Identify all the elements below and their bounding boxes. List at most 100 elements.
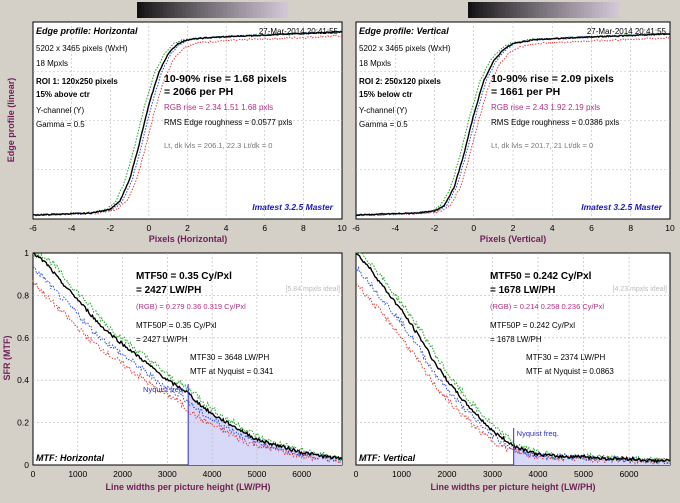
gray-patch [257,2,262,18]
x-tick-label: 4000 [203,469,222,479]
x-tick-label: 4000 [529,469,548,479]
gray-patch [535,2,540,18]
gray-patch [558,2,563,18]
gray-patch [242,2,247,18]
per-ph: = 1661 per PH [491,86,560,98]
gray-patch [155,2,161,18]
rgb-rise: RGB rise = 2.34 1.51 1.68 pxls [164,103,273,112]
mtf-nyquist: MTF at Nyquist = 0.0863 [526,367,614,376]
above-nyquist-shade [188,392,342,465]
x-tick-label: 6000 [620,469,639,479]
gray-patch [245,2,251,18]
mtf50p-lwph: = 1678 LW/PH [490,335,542,344]
gray-patch [182,2,187,18]
x-tick-label: 0 [147,223,152,233]
rms-roughness: RMS Edge roughness = 0.0386 pxls [491,118,619,127]
mtf-panel-vertical: Nyquist freq. MTF: Vertical MTF50 = 0.24… [354,252,671,492]
gray-patch [234,2,239,18]
gray-patch [614,2,619,18]
gray-patch [595,2,600,18]
roi-size: ROI 2: 250x120 pixels [359,77,441,86]
x-tick-label: -6 [29,223,37,233]
gray-patch [610,2,615,18]
edge-datetime: 27-Mar-2014 20:41:55 [587,27,667,36]
gray-patch [272,2,277,18]
x-tick-label: 5000 [247,469,266,479]
nyquist-label: Nyquist freq. [517,429,559,438]
x-tick-label: 4 [550,223,555,233]
x-tick-label: 0 [354,469,359,479]
gray-patch [475,2,480,18]
gray-patch [494,2,499,18]
mtf-curve-green [32,252,343,462]
x-tick-labels: 0 1000 2000 3000 4000 5000 6000 [31,469,312,479]
gray-patch [253,2,258,18]
mtf50-lwph: = 1678 LW/PH [490,285,555,296]
rms-roughness: RMS Edge roughness = 0.0577 pxls [164,118,292,127]
mtf30: MTF30 = 3648 LW/PH [190,353,269,362]
mtf-title: MTF: Vertical [359,453,416,463]
edge-curve-red [355,36,671,217]
x-axis-label: Pixels (Vertical) [480,234,547,244]
y-tick-labels: 1 0.8 0.6 0.4 0.2 0 [17,248,29,470]
gray-patch [212,2,217,18]
gray-patch [174,2,179,18]
x-tick-label: 1000 [392,469,411,479]
gray-patch [223,2,228,18]
gray-patch [193,2,198,18]
mtf50: MTF50 = 0.35 Cy/Pxl [136,271,232,282]
gray-patch [584,2,589,18]
gray-patch [208,2,213,18]
mpxls: 18 Mpxls [359,59,391,68]
x-tick-label: 0 [31,469,36,479]
gamma: Gamma = 0.5 [36,120,85,129]
x-axis-label: Pixels (Horizontal) [149,234,228,244]
gray-patch [591,2,597,18]
gamma: Gamma = 0.5 [359,120,408,129]
gray-patch [268,2,273,18]
x-tick-label: 3000 [158,469,177,479]
gray-patch [543,2,548,18]
mtf-curve-y [355,252,670,464]
x-tick-label: 5000 [574,469,593,479]
gray-patch [603,2,608,18]
x-tick-label: -4 [392,223,400,233]
gray-patch [185,2,191,18]
gray-patch [513,2,518,18]
gray-patch [163,2,168,18]
mtf30: MTF30 = 2374 LW/PH [526,353,605,362]
mtf-nyquist: MTF at Nyquist = 0.341 [190,367,274,376]
x-tick-label: 2000 [113,469,132,479]
channel: Y-channel (Y) [359,106,408,115]
edge-datetime: 27-Mar-2014 20:41:55 [259,27,339,36]
mtf-curve-y [32,252,343,461]
imatest-brand: Imatest 3.2.5 Master [252,202,333,212]
grayscale-strip-right [468,2,619,18]
mtf50p: MTF50P = 0.242 Cy/Pxl [490,321,575,330]
gray-patch [283,2,288,18]
gray-patch [509,2,514,18]
image-size: 5202 x 3465 pixels (WxH) [359,44,451,53]
gray-patch [606,2,612,18]
x-tick-label: -2 [431,223,439,233]
gray-patch [137,2,142,18]
x-tick-label: 2 [185,223,190,233]
edge-title: Edge profile: Vertical [359,26,449,36]
gray-patch [468,2,473,18]
roi-position: 15% above ctr [36,90,90,99]
imatest-brand: Imatest 3.2.5 Master [581,202,662,212]
levels: Lt, dk lvls = 201.7, 21 Lt/dk = 0 [491,141,593,150]
gray-patch [516,2,522,18]
gray-patch [531,2,537,18]
mtf50p-lwph: = 2427 LW/PH [136,335,188,344]
x-tick-label: -2 [107,223,115,233]
gray-patch [238,2,243,18]
y-tick-label: 0 [24,460,29,470]
x-tick-label: 8 [301,223,306,233]
ideal-mpxls: [4.23 mpxls ideal] [613,286,668,293]
per-ph: = 2066 per PH [164,86,233,98]
x-tick-label: 0 [471,223,476,233]
mtf-title: MTF: Horizontal [36,453,104,463]
roi-position: 15% below ctr [359,90,412,99]
rise-value: 10-90% rise = 1.68 pixels [164,73,287,85]
